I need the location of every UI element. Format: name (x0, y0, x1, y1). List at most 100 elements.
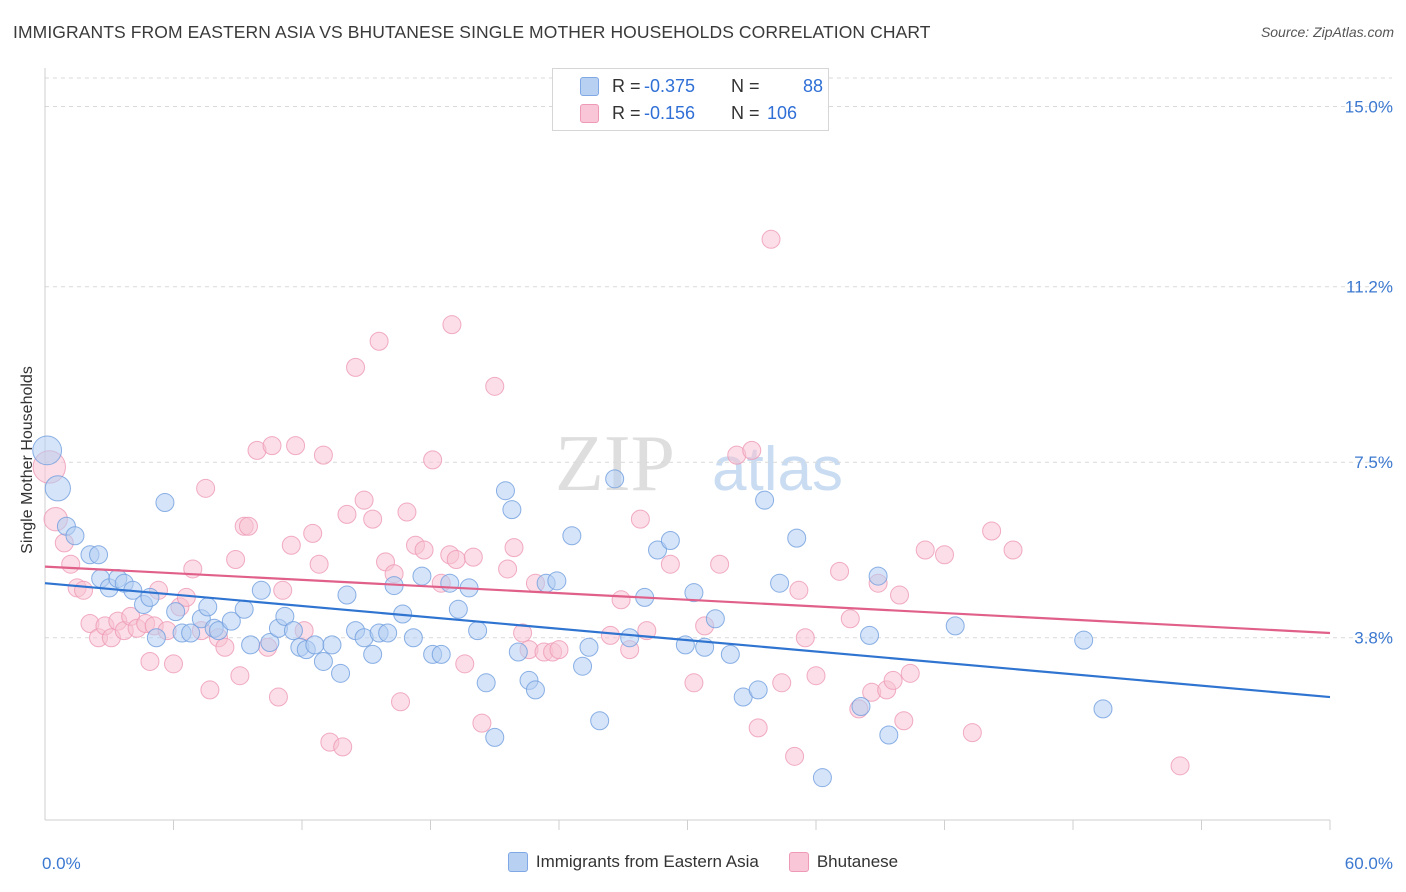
eastern-asia-point (755, 490, 775, 510)
watermark-atlas: atlas (712, 435, 843, 504)
eastern-asia-point (579, 637, 599, 657)
r-label: R = (612, 102, 641, 123)
bhutanese-point (196, 478, 216, 498)
bhutanese-point (840, 609, 860, 629)
eastern-asia-point (198, 597, 218, 617)
bhutanese-point (785, 746, 805, 766)
bhutanese-point (164, 654, 183, 674)
bhutanese-point (830, 561, 850, 581)
legend-item-bhutanese: Bhutanese (788, 852, 899, 872)
bhutanese-point (346, 357, 366, 377)
eastern-asia-point (787, 528, 807, 548)
eastern-asia-point (32, 435, 63, 466)
eastern-asia-point (468, 621, 488, 641)
eastern-asia-point (620, 628, 640, 648)
source-credit: Source: ZipAtlas.com (1260, 24, 1394, 40)
bhutanese-point (463, 547, 483, 567)
y-tick-label: 7.5% (1354, 453, 1393, 472)
bhutanese-point (806, 666, 826, 686)
bhutanese-point (281, 535, 301, 555)
bhutanese-point (935, 545, 954, 565)
bhutanese-point (504, 538, 524, 558)
bhutanese-point (313, 445, 333, 465)
eastern-asia-point (502, 500, 522, 520)
eastern-asia-point (313, 651, 333, 671)
tick-labels: 3.8% 7.5% 11.2% 15.0% 0.0% 60.0% (42, 97, 1393, 873)
stats-row-pink: R = -0.156 N = 106 (553, 100, 828, 126)
trend-lines (44, 565, 1331, 699)
bhutanese-point (238, 516, 258, 536)
legend-pink-swatch (788, 852, 809, 872)
bhutanese-point (226, 549, 246, 569)
bhutanese-point (890, 585, 910, 605)
eastern-asia-point (508, 642, 528, 662)
axes (44, 68, 1331, 830)
bhutanese-point (915, 540, 935, 560)
eastern-asia-point (331, 663, 351, 683)
legend-item-eastern-asia: Immigrants from Eastern Asia (507, 852, 759, 872)
bhutanese-point (630, 509, 650, 529)
eastern-asia-point (403, 628, 423, 648)
eastern-asia-point (155, 493, 175, 513)
eastern-asia-point (590, 711, 610, 731)
bhutanese-point (894, 711, 914, 731)
eastern-asia-point (251, 580, 271, 600)
y-tick-label: 3.8% (1354, 629, 1393, 648)
bhutanese-point (61, 554, 81, 574)
bhutanese-point (423, 450, 443, 470)
bhutanese-point (337, 504, 357, 524)
bhutanese-point (611, 590, 631, 610)
bhutanese-point (286, 436, 306, 456)
stats-row-blue: R = -0.375 N = 88 (553, 73, 828, 99)
eastern-asia-point (337, 585, 357, 605)
bhutanese-point (789, 580, 809, 600)
eastern-asia-point (812, 768, 832, 788)
bhutanese-point (230, 666, 250, 686)
eastern-asia-point (241, 635, 261, 655)
bhutanese-trend-line (44, 565, 1331, 635)
bhutanese-point (262, 436, 282, 456)
legend-label-bhutanese: Bhutanese (816, 852, 899, 871)
eastern-asia-point (547, 571, 567, 591)
eastern-asia-point (283, 621, 303, 641)
eastern-asia-point (476, 673, 496, 693)
eastern-asia-point (208, 621, 228, 641)
eastern-asia-point (322, 635, 342, 655)
eastern-asia-point (221, 611, 241, 631)
r-value: -0.375 (644, 75, 696, 96)
bhutanese-point (354, 490, 374, 510)
bhutanese-point (391, 692, 411, 712)
bhutanese-point (442, 315, 462, 335)
n-value: 106 (767, 102, 798, 123)
stats-box: R = -0.375 N = 88 R = -0.156 N = 106 (552, 68, 829, 131)
bhutanese-point (414, 540, 434, 560)
eastern-asia-point (431, 644, 451, 664)
bhutanese-point (485, 376, 505, 396)
eastern-asia-point (275, 606, 295, 626)
legend-blue-swatch (507, 852, 528, 872)
bhutanese-point (455, 654, 475, 674)
grid (45, 77, 1392, 639)
eastern-asia-point (748, 680, 768, 700)
bhutanese-point (660, 554, 680, 574)
bhutanese-point (333, 737, 353, 757)
r-value: -0.156 (644, 102, 696, 123)
bhutanese-point (200, 680, 220, 700)
eastern-asia-points (32, 435, 1113, 788)
eastern-asia-point (89, 545, 109, 565)
bhutanese-point (1003, 540, 1023, 560)
bhutanese-point (710, 554, 730, 574)
bhutanese-point (761, 229, 781, 249)
bhutanese-point (140, 651, 160, 671)
bhutanese-point (498, 559, 518, 579)
bhutanese-point (684, 673, 704, 693)
bhutanese-point (883, 670, 903, 690)
eastern-asia-point (573, 656, 593, 676)
bhutanese-point (397, 502, 417, 522)
pink-swatch (580, 103, 599, 123)
chart-title: IMMIGRANTS FROM EASTERN ASIA VS BHUTANES… (13, 22, 931, 42)
n-label: N = (731, 75, 760, 96)
bhutanese-point (309, 554, 329, 574)
y-tick-label: 15.0% (1345, 97, 1393, 116)
